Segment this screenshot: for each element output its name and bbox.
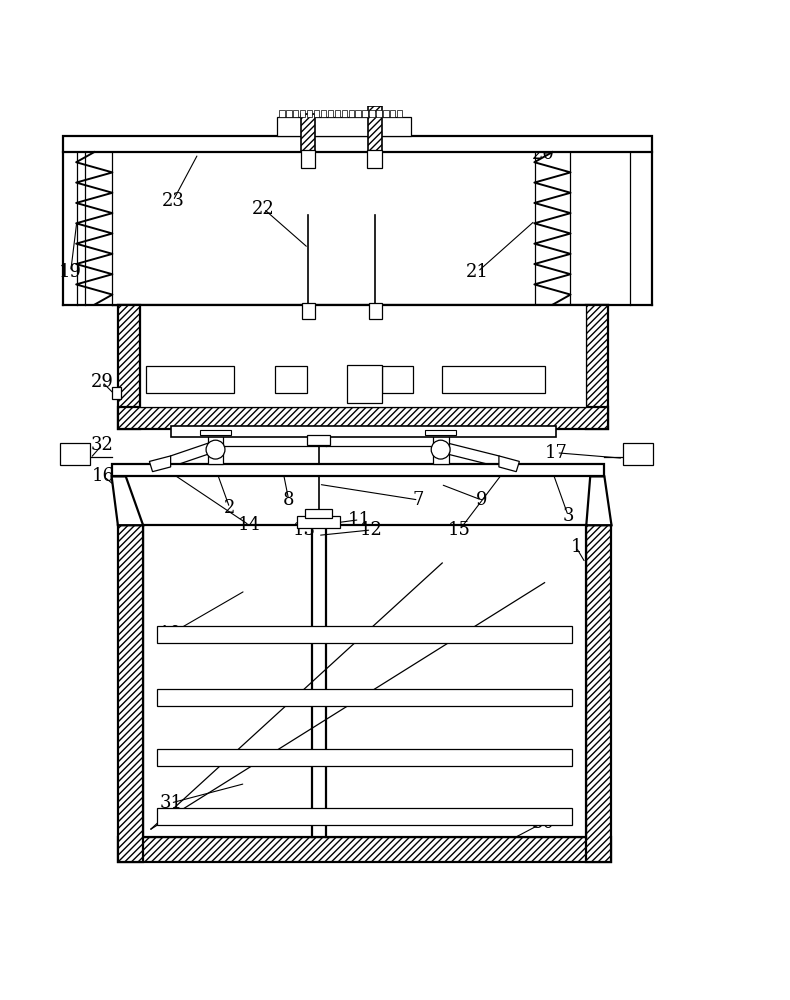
Text: 11: 11	[348, 511, 371, 529]
Bar	[307, 435, 330, 445]
Text: 27: 27	[362, 382, 384, 400]
Text: 26: 26	[393, 137, 416, 155]
Bar	[369, 303, 382, 319]
Circle shape	[206, 440, 225, 459]
Text: 17: 17	[545, 444, 568, 462]
Bar	[62, 136, 652, 152]
Text: 24: 24	[573, 349, 596, 367]
Bar	[286, 110, 292, 117]
Text: 8: 8	[283, 491, 295, 509]
Bar	[157, 808, 572, 825]
Bar	[140, 305, 585, 407]
Bar	[307, 110, 312, 117]
Bar	[111, 387, 121, 399]
Bar	[376, 110, 382, 117]
Text: 1: 1	[570, 538, 581, 556]
Bar	[367, 150, 382, 168]
Bar	[118, 305, 140, 429]
Bar	[425, 430, 457, 435]
Bar	[328, 110, 333, 117]
Text: 29: 29	[91, 373, 114, 391]
Polygon shape	[149, 456, 171, 472]
Text: 28: 28	[435, 389, 457, 407]
Text: 5: 5	[342, 389, 353, 407]
Bar	[157, 749, 572, 766]
Bar	[302, 303, 314, 319]
Text: 25: 25	[288, 137, 310, 155]
Bar	[585, 305, 608, 429]
Bar	[623, 443, 653, 465]
Text: 13: 13	[293, 521, 316, 539]
Text: 2: 2	[224, 499, 235, 517]
Bar	[297, 516, 340, 528]
Bar	[586, 525, 611, 862]
Text: 15: 15	[448, 521, 471, 539]
Bar	[433, 431, 449, 464]
Text: 30: 30	[532, 814, 555, 832]
Text: 14: 14	[238, 516, 261, 534]
Bar	[390, 110, 396, 117]
Bar	[321, 110, 326, 117]
Bar	[300, 110, 306, 117]
Polygon shape	[586, 476, 611, 525]
Bar	[208, 431, 224, 464]
Bar	[382, 366, 413, 393]
Text: 22: 22	[252, 200, 275, 218]
Text: 32: 32	[91, 436, 114, 454]
Text: 9: 9	[476, 491, 487, 509]
Text: 31: 31	[159, 794, 182, 812]
Circle shape	[431, 440, 450, 459]
Text: 19: 19	[59, 263, 82, 281]
Bar	[347, 365, 382, 403]
Bar	[348, 110, 354, 117]
Bar	[280, 110, 284, 117]
Text: 7: 7	[413, 491, 424, 509]
Text: 4: 4	[397, 389, 408, 407]
Bar	[276, 366, 307, 393]
Bar	[111, 464, 604, 476]
Bar	[301, 114, 315, 152]
Polygon shape	[111, 476, 143, 525]
Bar	[293, 110, 299, 117]
Bar	[335, 110, 340, 117]
Text: 3: 3	[562, 507, 574, 525]
Bar	[368, 106, 382, 152]
Text: 23: 23	[162, 192, 184, 210]
Text: 20: 20	[532, 145, 555, 163]
Bar	[171, 426, 556, 437]
Text: 6: 6	[251, 389, 263, 407]
Bar	[157, 626, 572, 643]
Polygon shape	[499, 456, 519, 472]
Bar	[356, 110, 361, 117]
Text: 10: 10	[159, 625, 182, 643]
Bar	[383, 110, 389, 117]
Bar	[157, 689, 572, 706]
Bar	[200, 430, 231, 435]
Text: 16: 16	[92, 467, 115, 485]
Bar	[146, 366, 235, 393]
Bar	[341, 110, 347, 117]
Bar	[314, 110, 319, 117]
Bar	[370, 110, 374, 117]
Bar	[277, 117, 411, 136]
Bar	[118, 407, 608, 429]
Bar	[363, 110, 368, 117]
Bar	[118, 525, 143, 862]
Bar	[442, 366, 544, 393]
Bar	[305, 509, 332, 518]
Text: 18: 18	[579, 389, 602, 407]
Text: 12: 12	[360, 521, 383, 539]
Bar	[397, 110, 402, 117]
Bar	[300, 150, 314, 168]
Bar	[60, 443, 90, 465]
Text: 21: 21	[466, 263, 489, 281]
Bar	[118, 837, 611, 862]
